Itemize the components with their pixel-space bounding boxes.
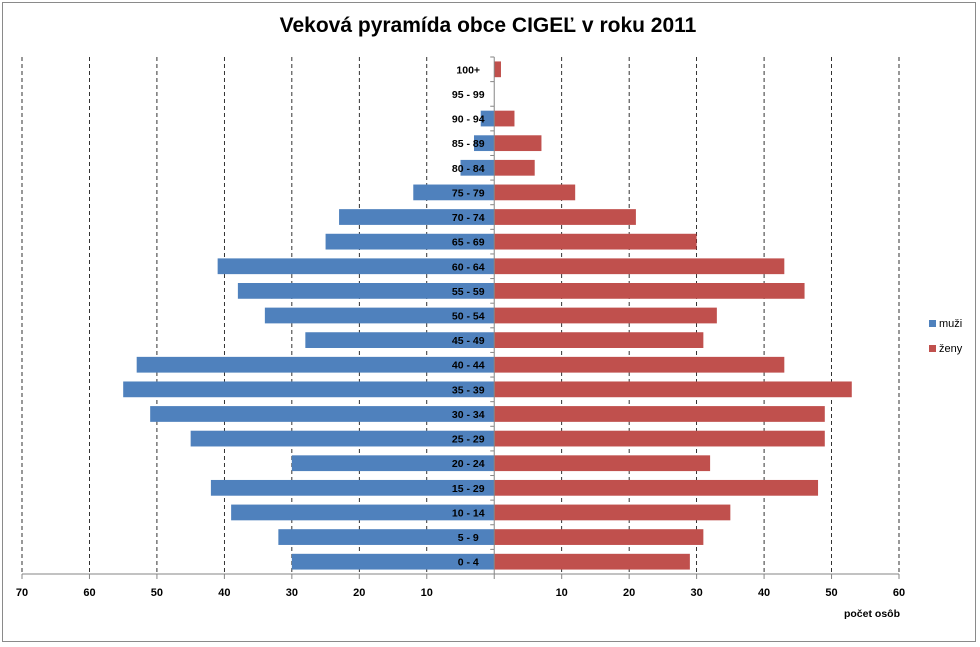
x-tick-label: 20 — [623, 587, 635, 599]
bar-zeny — [494, 233, 697, 250]
bar-muzi — [237, 283, 495, 299]
bar-zeny — [494, 529, 704, 545]
legend-swatch — [929, 320, 936, 327]
bar-zeny — [494, 332, 704, 348]
x-tick-label: 30 — [286, 587, 298, 599]
bar-muzi — [123, 381, 495, 398]
category-label: 40 - 44 — [452, 360, 485, 372]
bar-zeny — [494, 283, 805, 299]
bar-zeny — [494, 258, 785, 275]
bar-zeny — [494, 430, 825, 447]
bar-zeny — [494, 504, 731, 521]
x-tick-label: 10 — [421, 587, 433, 599]
category-label: 15 - 29 — [452, 483, 485, 495]
bar-muzi — [460, 159, 495, 176]
bar-zeny — [494, 61, 501, 78]
bar-muzi — [339, 209, 495, 225]
x-tick-label: 40 — [758, 587, 770, 599]
x-tick-label: 20 — [353, 587, 365, 599]
bar-muzi — [136, 356, 495, 373]
category-label: 20 - 24 — [452, 458, 485, 470]
bar-zeny — [494, 184, 576, 201]
bar-zeny — [494, 307, 717, 324]
category-label: 5 - 9 — [458, 532, 479, 544]
bar-muzi — [291, 553, 495, 570]
bar-muzi — [473, 135, 495, 152]
x-tick-label: 70 — [16, 587, 28, 599]
category-label: 85 - 89 — [452, 138, 485, 150]
bar-muzi — [264, 307, 495, 324]
bar-zeny — [494, 159, 535, 176]
category-label: 45 - 49 — [452, 335, 485, 347]
legend-label: muži — [939, 318, 962, 330]
bar-muzi — [150, 406, 495, 422]
bar-zeny — [494, 381, 852, 398]
category-label: 70 - 74 — [452, 212, 485, 224]
legend-label: ženy — [939, 343, 963, 355]
category-label: 10 - 14 — [452, 507, 485, 519]
bar-zeny — [494, 455, 711, 472]
category-label: 95 - 99 — [452, 89, 485, 101]
category-label: 55 - 59 — [452, 286, 485, 298]
axes — [21, 56, 900, 579]
category-label: 75 - 79 — [452, 187, 485, 199]
category-label: 80 - 84 — [452, 163, 485, 175]
legend-swatch — [929, 345, 936, 352]
x-tick-label: 50 — [825, 587, 837, 599]
category-label: 0 - 4 — [458, 557, 479, 569]
bar-zeny — [494, 209, 636, 225]
bar-muzi — [305, 332, 495, 348]
x-tick-label: 60 — [893, 587, 905, 599]
x-axis-label: počet osôb — [844, 608, 900, 620]
bars — [123, 61, 852, 570]
bar-zeny — [494, 553, 690, 570]
x-tick-label: 30 — [690, 587, 702, 599]
category-label: 100+ — [456, 64, 480, 76]
bar-zeny — [494, 479, 819, 496]
bar-zeny — [494, 135, 542, 152]
chart-title: Veková pyramída obce CIGEĽ v roku 2011 — [279, 14, 697, 37]
bar-zeny — [494, 356, 785, 373]
category-label: 30 - 34 — [452, 409, 485, 421]
bar-zeny — [494, 110, 515, 127]
category-labels: 0 - 4 5 - 9 10 - 14 15 - 29 20 - 24 25 - 29 30… — [452, 64, 485, 568]
category-label: 90 - 94 — [452, 114, 485, 126]
x-tick-label: 50 — [151, 587, 163, 599]
category-label: 60 - 64 — [452, 261, 485, 273]
category-label: 35 - 39 — [452, 384, 485, 396]
x-tick-label: 40 — [218, 587, 230, 599]
bar-muzi — [325, 233, 495, 250]
category-label: 50 - 54 — [452, 311, 485, 323]
bar-muzi — [480, 110, 495, 127]
bar-muzi — [291, 455, 495, 472]
bar-muzi — [210, 479, 495, 496]
x-tick-label: 10 — [556, 587, 568, 599]
category-label: 25 - 29 — [452, 434, 485, 446]
bar-muzi — [278, 529, 495, 545]
bar-muzi — [190, 430, 495, 447]
bar-muzi — [413, 184, 495, 201]
bar-zeny — [494, 406, 825, 422]
legend: muži ženy — [929, 318, 963, 355]
x-tick-label: 60 — [83, 587, 95, 599]
category-label: 65 - 69 — [452, 237, 485, 249]
bar-muzi — [231, 504, 495, 521]
x-tick-labels: 70 60 50 40 30 20 10 10 20 30 40 50 60 — [16, 587, 905, 599]
bar-muzi — [217, 258, 495, 275]
